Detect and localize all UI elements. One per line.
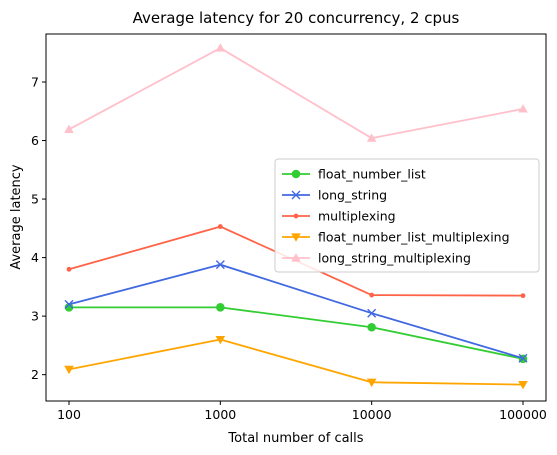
series-long_string bbox=[64, 260, 528, 363]
data-point-multiplexing-10000 bbox=[369, 292, 375, 298]
data-point-multiplexing-100 bbox=[66, 266, 72, 272]
data-point-float_number_list-1000 bbox=[216, 303, 225, 312]
y-tick-label: 7 bbox=[31, 74, 39, 89]
series-line-long_string_multiplexing bbox=[68, 47, 524, 140]
series-line-float_number_list_multiplexing bbox=[68, 338, 524, 386]
data-point-float_number_list_multiplexing-100 bbox=[64, 365, 74, 375]
legend-entry-float_number_list: float_number_list bbox=[282, 167, 426, 182]
series-long_string_multiplexing bbox=[64, 43, 528, 142]
data-point-multiplexing-100000 bbox=[520, 293, 526, 299]
data-point-float_number_list_multiplexing-10000 bbox=[366, 378, 377, 388]
data-point-long_string-100 bbox=[64, 299, 74, 309]
legend-entry-multiplexing: multiplexing bbox=[282, 209, 396, 224]
legend-label: long_string bbox=[318, 188, 387, 203]
x-axis-label: Total number of calls bbox=[227, 431, 363, 446]
x-tick-label: 100000 bbox=[499, 407, 547, 422]
data-point-long_string_multiplexing-1000 bbox=[215, 43, 226, 52]
legend-marker bbox=[291, 253, 301, 262]
data-point-long_string_multiplexing-100000 bbox=[518, 104, 528, 113]
data-point-long_string-100000 bbox=[518, 353, 528, 363]
data-point-float_number_list-10000 bbox=[367, 322, 376, 332]
legend-label: long_string_multiplexing bbox=[318, 251, 471, 266]
chart-title: Average latency for 20 concurrency, 2 cp… bbox=[133, 9, 460, 27]
data-point-long_string-1000 bbox=[215, 260, 225, 270]
data-point-float_number_list_multiplexing-100000 bbox=[518, 381, 528, 390]
x-tick-label: 10000 bbox=[352, 407, 392, 422]
data-point-float_number_list_multiplexing-1000 bbox=[215, 335, 226, 345]
series-float_number_list_multiplexing bbox=[64, 335, 528, 390]
y-tick-label: 3 bbox=[31, 309, 39, 324]
data-point-multiplexing-1000 bbox=[217, 224, 223, 229]
legend: float_number_list long_string multiplexing… bbox=[274, 158, 540, 273]
data-point-long_string_multiplexing-100 bbox=[64, 124, 74, 134]
y-tick-label: 5 bbox=[31, 192, 39, 207]
y-axis-label: Average latency bbox=[9, 164, 24, 270]
legend-entry-long_string_multiplexing: long_string_multiplexing bbox=[282, 251, 471, 266]
legend-entry-long_string: long_string bbox=[282, 188, 387, 203]
y-tick-label: 6 bbox=[31, 133, 39, 148]
series-line-float_number_list bbox=[69, 306, 524, 360]
legend-entry-float_number_list_multiplexing: float_number_list_multiplexing bbox=[282, 230, 510, 245]
data-point-float_number_list-100 bbox=[64, 303, 74, 312]
legend-marker bbox=[293, 213, 299, 219]
x-tick-label: 100 bbox=[57, 407, 81, 422]
y-tick-label: 4 bbox=[31, 250, 39, 265]
legend-label: float_number_list_multiplexing bbox=[318, 230, 510, 245]
series-line-long_string bbox=[68, 263, 524, 360]
x-tick-label: 1000 bbox=[204, 407, 236, 422]
axes-layer: 100 1000 10000 100000 2 3 4 5 6 7 bbox=[31, 74, 547, 422]
legend-marker bbox=[291, 169, 301, 179]
data-point-long_string_multiplexing-10000 bbox=[366, 133, 377, 142]
legend-box bbox=[274, 158, 540, 273]
legend-marker bbox=[291, 233, 301, 242]
legend-label: multiplexing bbox=[318, 209, 396, 224]
legend-marker bbox=[291, 190, 301, 200]
y-tick-label: 2 bbox=[31, 367, 39, 382]
legend-label: float_number_list bbox=[318, 167, 426, 182]
data-point-long_string-10000 bbox=[367, 308, 377, 318]
